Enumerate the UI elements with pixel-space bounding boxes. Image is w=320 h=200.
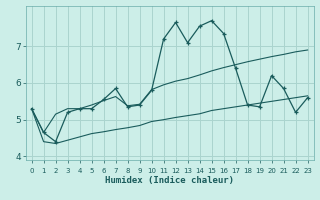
X-axis label: Humidex (Indice chaleur): Humidex (Indice chaleur) <box>105 176 234 185</box>
